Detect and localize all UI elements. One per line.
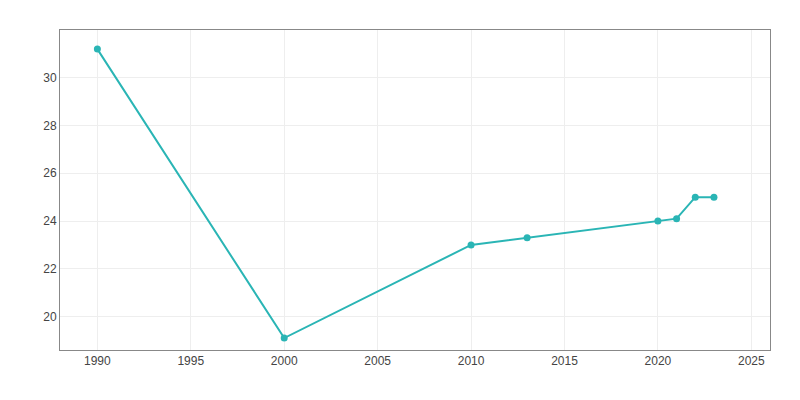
svg-text:2010: 2010 bbox=[458, 354, 485, 368]
svg-text:26: 26 bbox=[43, 166, 57, 180]
svg-text:2020: 2020 bbox=[645, 354, 672, 368]
svg-text:2025: 2025 bbox=[738, 354, 765, 368]
svg-text:2000: 2000 bbox=[271, 354, 298, 368]
svg-text:1995: 1995 bbox=[177, 354, 204, 368]
svg-text:2005: 2005 bbox=[364, 354, 391, 368]
svg-text:28: 28 bbox=[43, 119, 57, 133]
svg-text:20: 20 bbox=[43, 310, 57, 324]
svg-text:24: 24 bbox=[43, 214, 57, 228]
svg-text:30: 30 bbox=[43, 71, 57, 85]
svg-text:2015: 2015 bbox=[551, 354, 578, 368]
svg-text:1990: 1990 bbox=[84, 354, 111, 368]
svg-text:22: 22 bbox=[43, 262, 57, 276]
